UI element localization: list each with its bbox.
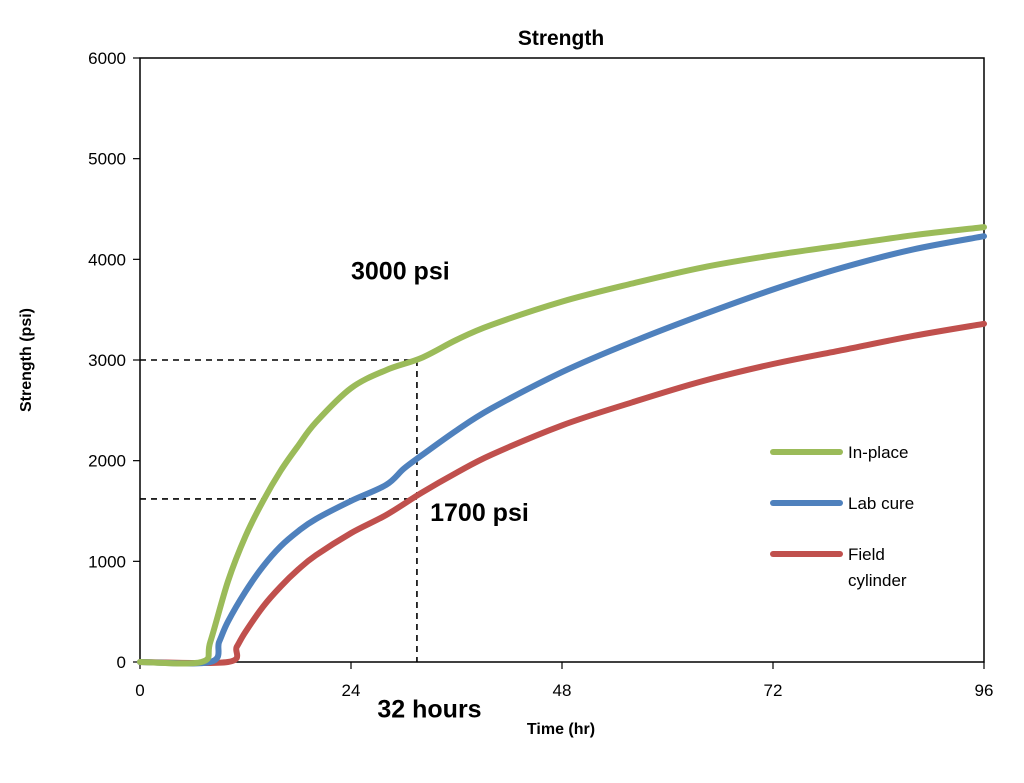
x-tick-label: 72 <box>764 681 783 700</box>
y-tick-label: 3000 <box>88 351 126 370</box>
y-tick-label: 2000 <box>88 452 126 471</box>
y-tick-label: 4000 <box>88 250 126 269</box>
y-tick-label: 1000 <box>88 552 126 571</box>
y-tick-label: 0 <box>117 653 126 672</box>
legend-label-lab-cure: Lab cure <box>848 494 914 513</box>
x-tick-label: 24 <box>342 681 361 700</box>
annotation-label: 1700 psi <box>430 499 529 527</box>
plot-area: 0 1000 2000 3000 4000 5000 6000 0 24 48 72 96 3000 p… <box>88 49 993 723</box>
legend-label-field-cylinder: Field cylinder <box>848 545 907 590</box>
x-tick-label: 0 <box>135 681 144 700</box>
y-tick-label: 6000 <box>88 49 126 68</box>
y-tick-label: 5000 <box>88 150 126 169</box>
x-tick-label: 96 <box>975 681 994 700</box>
legend-label-in-place: In-place <box>848 443 908 462</box>
series-line-field-cylinder <box>137 320 987 667</box>
annotation-label: 32 hours <box>377 695 481 723</box>
y-axis-label: Strength (psi) <box>18 308 35 412</box>
series-line-lab-cure <box>137 233 987 667</box>
legend: In-place Lab cure Field cylinder <box>770 443 914 590</box>
series-line-in-place <box>137 224 987 667</box>
chart-title: Strength <box>518 27 604 50</box>
x-tick-label: 48 <box>553 681 572 700</box>
annotation-label: 3000 psi <box>351 257 450 285</box>
x-axis-label: Time (hr) <box>527 721 595 738</box>
